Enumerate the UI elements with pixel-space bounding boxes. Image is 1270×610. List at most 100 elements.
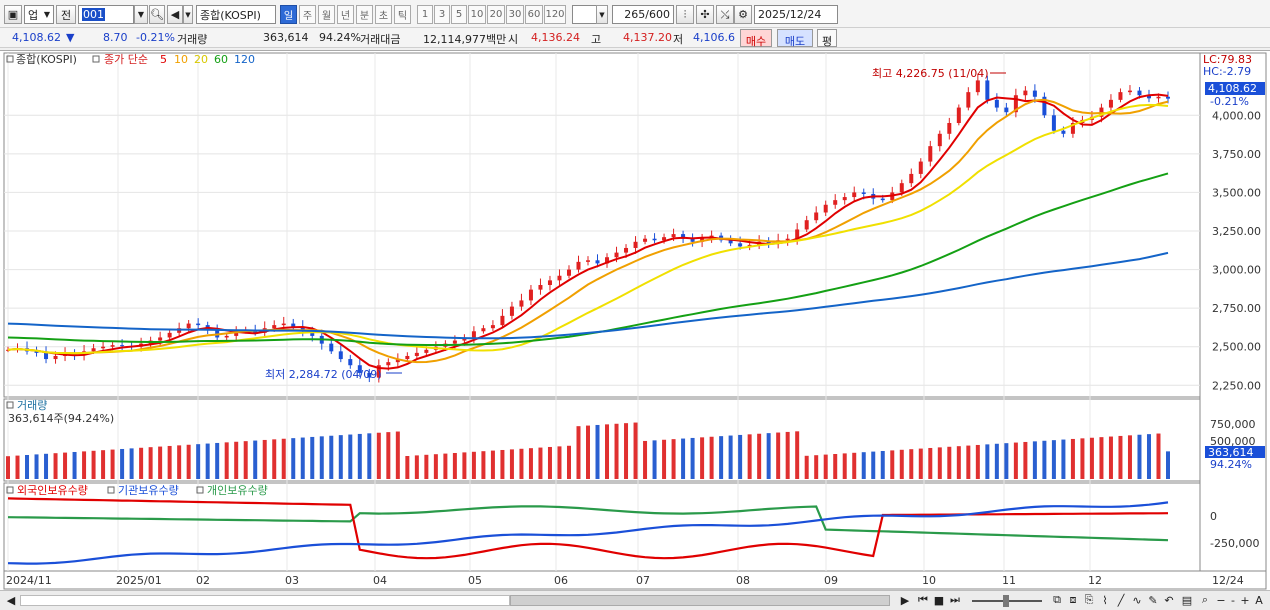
period-tab[interactable]: 월	[318, 5, 335, 24]
zoom-in-icon[interactable]: +	[1240, 593, 1250, 607]
copy-icon[interactable]: ⎘	[1084, 593, 1094, 606]
stop-icon[interactable]: ■	[933, 593, 945, 607]
x-axis-labels: 2024/11 2025/01 02 03 04 05 06 07 08 09 10 11 12	[6, 574, 1102, 587]
search-icon[interactable]: ⌕	[1201, 593, 1209, 606]
volume-bar	[1051, 440, 1056, 479]
prev-button[interactable]: 전	[56, 5, 76, 24]
date-input[interactable]: 2025/12/24	[754, 5, 838, 24]
period-tab[interactable]: 년	[337, 5, 354, 24]
legend-box-icon	[107, 486, 115, 494]
crosshair-icon[interactable]: ✣	[696, 5, 714, 24]
volume-bar	[586, 425, 590, 479]
code-dropdown-icon[interactable]: ▼	[134, 5, 148, 24]
avg-button[interactable]: 평	[817, 29, 837, 48]
magnet-icon[interactable]: ⧉	[1053, 593, 1061, 606]
volume-bar	[728, 435, 733, 479]
period-tab[interactable]: 주	[299, 5, 316, 24]
volume-bar	[814, 455, 819, 479]
text-tool-icon[interactable]: A	[1255, 593, 1263, 607]
minute-tab[interactable]: 5	[451, 5, 467, 24]
candle-body	[994, 99, 999, 108]
sound-icon[interactable]: ◀	[167, 5, 183, 24]
candle-body	[595, 260, 600, 264]
minute-tab[interactable]: 30	[506, 5, 524, 24]
ma-legend-5: 5	[160, 53, 167, 66]
minute-tab[interactable]: 1	[417, 5, 433, 24]
volume-bar	[82, 451, 87, 479]
candle-body	[1013, 95, 1018, 113]
volume-ytick-500k: 500,000	[1210, 435, 1256, 448]
volume-bar	[1013, 442, 1018, 479]
period-tab[interactable]: 틱	[394, 5, 411, 24]
candle-body	[310, 331, 315, 336]
save-icon[interactable]: ▤	[1181, 593, 1193, 607]
sound-dropdown-icon[interactable]: ▼	[183, 5, 193, 24]
search-icon[interactable]: 🔍︎	[149, 5, 165, 24]
volume-bar	[253, 440, 258, 479]
candle-body	[785, 238, 790, 241]
draw-line-icon[interactable]: ╱	[1117, 593, 1125, 607]
period-tab[interactable]: 일	[280, 5, 297, 24]
candle-body	[53, 355, 58, 360]
candle-body	[814, 212, 819, 221]
sell-button[interactable]: 매도	[777, 29, 813, 48]
candle-body	[662, 237, 667, 241]
candle-body	[452, 340, 457, 344]
candle-body	[509, 306, 514, 316]
volume-bar	[509, 449, 514, 479]
ruler-icon[interactable]: ⌇	[1102, 593, 1108, 607]
period-tab[interactable]: 분	[356, 5, 373, 24]
volume-bar	[557, 446, 562, 479]
candle-body	[947, 123, 952, 134]
price-ytick: 3,250.00	[1212, 225, 1261, 238]
minute-tab[interactable]: 10	[468, 5, 486, 24]
zoom-slider-handle[interactable]	[1003, 595, 1009, 607]
minute-dropdown-icon[interactable]: ▼	[596, 5, 608, 24]
minute-tab[interactable]: 120	[544, 5, 566, 24]
holdings-ytick-neg: -250,000	[1210, 537, 1259, 550]
code-input[interactable]: 001	[78, 5, 134, 24]
ma-legend-60: 60	[214, 53, 228, 66]
quote-bar: 4,108.62 ▼ 8.70 -0.21% 거래량 363,614 94.24…	[0, 28, 1270, 48]
minute-tab[interactable]: 20	[487, 5, 505, 24]
chart-type-icon[interactable]: ⤯	[716, 5, 734, 24]
minute-tab[interactable]: 60	[525, 5, 543, 24]
candle-body	[1146, 95, 1151, 99]
volume-value: 363,614	[263, 31, 309, 44]
brush-icon[interactable]: ✎	[1148, 593, 1158, 607]
volume-bar	[167, 445, 172, 479]
period-tab[interactable]: 초	[375, 5, 392, 24]
scroll-left-icon[interactable]: ◀	[6, 593, 16, 607]
volume-bar	[443, 453, 448, 479]
layout-icon[interactable]: ▣	[4, 5, 22, 24]
volume-bar	[937, 447, 942, 479]
ma-line-120	[7, 251, 1169, 340]
volume-bar	[614, 423, 619, 479]
market-select[interactable]: 업 ▼	[24, 5, 54, 24]
fast-forward-icon[interactable]: ⏭	[950, 593, 960, 606]
minute-tab[interactable]: 3	[434, 5, 450, 24]
count-input[interactable]: 265/600	[612, 5, 674, 24]
horizontal-scrollbar-track[interactable]	[20, 595, 510, 606]
candle-body	[471, 331, 476, 338]
scroll-right-icon[interactable]: ▶	[900, 593, 910, 607]
chart-area[interactable]: 4,000.00 3,750.00 3,500.00 3,250.00 3,000.00…	[0, 50, 1270, 590]
candle-body	[1166, 96, 1170, 99]
zoom-out-icon[interactable]: −	[1216, 593, 1226, 607]
volume-bar	[405, 456, 410, 479]
candle-icon[interactable]: ⫶	[676, 5, 694, 24]
volume-bar	[243, 441, 248, 479]
volume-bar	[1108, 436, 1113, 479]
compare-icon[interactable]: ⧈	[1069, 593, 1077, 606]
scrollbar-thumb[interactable]	[510, 595, 890, 606]
undo-icon[interactable]: ↶	[1164, 593, 1174, 607]
holdings-legend-indiv: 개인보유수량	[207, 484, 268, 497]
candle-body	[1051, 115, 1056, 131]
gear-icon[interactable]: ⚙	[734, 5, 752, 24]
name-field[interactable]: 종합(KOSPI)	[196, 5, 276, 24]
wave-icon[interactable]: ∿	[1132, 593, 1142, 607]
buy-button[interactable]: 매수	[740, 29, 772, 48]
chart-svg[interactable]: 4,000.00 3,750.00 3,500.00 3,250.00 3,000.00…	[0, 51, 1270, 591]
rewind-icon[interactable]: ⏮	[918, 593, 928, 606]
candle-body	[643, 238, 648, 242]
